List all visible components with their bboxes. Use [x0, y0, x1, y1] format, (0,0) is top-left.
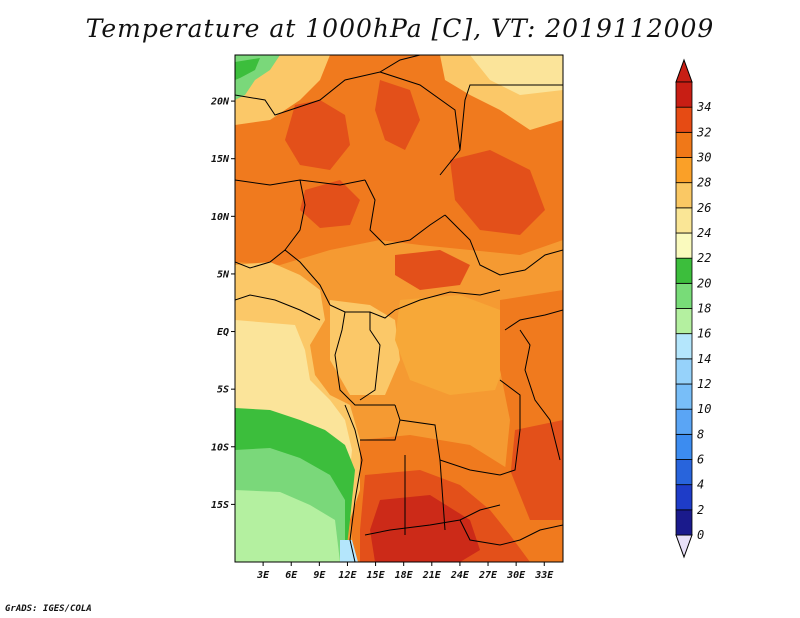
colorbar-label: 18	[697, 302, 711, 316]
lon-tick-label: 9E	[313, 570, 326, 581]
colorbar-over-triangle	[675, 58, 693, 83]
colorbar-label: 32	[696, 125, 711, 139]
colorbar-label: 0	[697, 528, 704, 542]
colorbar-label: 26	[697, 201, 711, 215]
colorbar-label: 16	[697, 327, 711, 341]
colorbar-swatch	[675, 383, 693, 410]
colorbar-label: 34	[696, 100, 711, 114]
colorbar-swatch	[675, 157, 693, 184]
colorbar-swatch	[675, 207, 693, 234]
lat-tick-label: 20N	[210, 97, 230, 108]
lon-tick-label: 21E	[422, 570, 442, 581]
country-boundaries	[235, 55, 563, 562]
lon-tick-label: 12E	[338, 570, 357, 581]
colorbar-label: 24	[697, 226, 711, 240]
lat-tick-label: 5S	[217, 385, 229, 396]
colorbar-swatch	[675, 81, 693, 108]
colorbar-label: 2	[697, 503, 704, 517]
colorbar-swatch	[675, 509, 693, 536]
colorbar-swatch	[675, 131, 693, 158]
colorbar-swatch	[675, 433, 693, 460]
colorbar-swatch	[675, 459, 693, 486]
colorbar-label: 10	[697, 402, 711, 416]
lon-tick-label: 30E	[506, 570, 526, 581]
colorbar-label: 14	[697, 352, 711, 366]
colorbar-swatch	[675, 484, 693, 511]
colorbar-swatch	[675, 106, 693, 133]
lat-tick-label: 10S	[211, 442, 229, 453]
lon-tick-label: 27E	[478, 570, 498, 581]
colorbar-label: 8	[697, 427, 704, 441]
plot-title: Temperature at 1000hPa [C], VT: 20191120…	[85, 14, 715, 43]
colorbar-label: 6	[697, 453, 704, 467]
map-frame	[234, 54, 564, 563]
colorbar-label: 20	[697, 276, 711, 290]
lon-tick-label: 18E	[395, 570, 414, 581]
lat-tick-label: 5N	[217, 269, 230, 280]
colorbar-swatch	[675, 282, 693, 309]
colorbar-swatch	[675, 257, 693, 284]
lon-tick-label: 6E	[285, 570, 298, 581]
colorbar-label: 30	[696, 151, 711, 165]
colorbar-swatch	[675, 358, 693, 385]
colorbar-swatch	[675, 308, 693, 335]
colorbar-under-triangle	[675, 534, 693, 559]
lon-tick-label: 3E	[256, 570, 270, 581]
latitude-ticks: 20N 15N 10N 5N EQ 5S 10S 15S	[210, 97, 235, 511]
lat-tick-label: 10N	[211, 212, 230, 223]
colorbar-swatch	[675, 333, 693, 360]
map-axes	[234, 54, 564, 563]
colorbar-swatch	[675, 182, 693, 209]
lat-tick-label: 15S	[211, 500, 229, 511]
lon-tick-label: 24E	[450, 570, 470, 581]
colorbar-swatch	[675, 408, 693, 435]
colorbar-label: 22	[697, 251, 711, 265]
colorbar-label: 28	[697, 176, 711, 190]
colorbar-label: 12	[697, 377, 711, 391]
longitude-ticks: 3E 6E 9E 12E 15E 18E 21E 24E 27E 30E 33E	[256, 562, 554, 581]
colorbar-label: 4	[697, 478, 704, 492]
lat-tick-label: 15N	[211, 154, 230, 165]
lat-tick-label: EQ	[217, 327, 229, 338]
lon-tick-label: 15E	[367, 570, 386, 581]
lon-tick-label: 33E	[534, 570, 554, 581]
grads-credit: GrADS: IGES/COLA	[5, 604, 92, 614]
colorbar-swatch	[675, 232, 693, 259]
